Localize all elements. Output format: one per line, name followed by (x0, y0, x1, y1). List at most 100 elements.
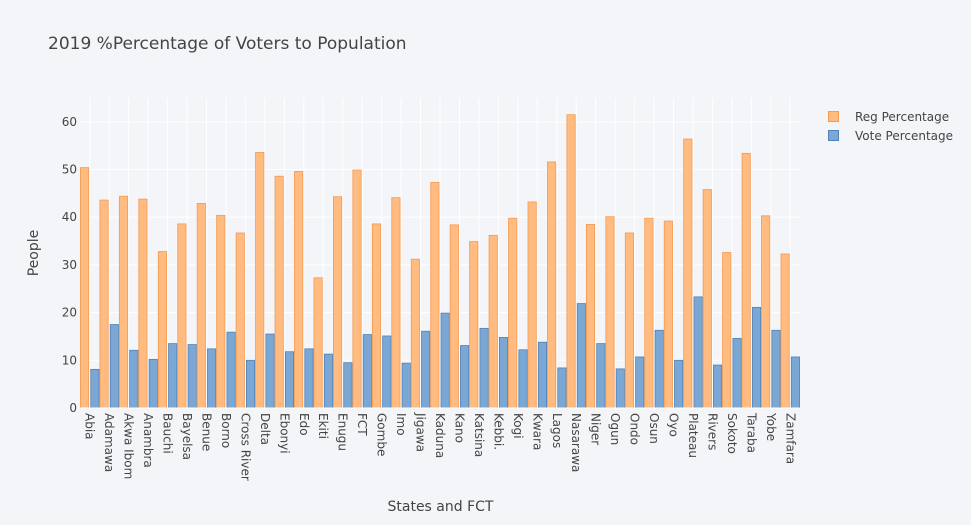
bar-vote-imo[interactable] (401, 362, 411, 409)
legend-item-vote[interactable]: Vote Percentage (828, 126, 953, 145)
bar-vote-nasarawa[interactable] (576, 303, 586, 409)
bar-vote-akwa-ibom[interactable] (129, 349, 139, 409)
bar-vote-anambra[interactable] (148, 358, 158, 409)
bar-reg-bauchi[interactable] (157, 251, 167, 409)
bar-vote-adamawa[interactable] (109, 324, 119, 409)
bar-reg-yobe[interactable] (761, 215, 771, 409)
x-tick-label: Taraba (744, 412, 758, 453)
bar-vote-yobe[interactable] (771, 329, 781, 409)
bar-vote-lagos[interactable] (557, 367, 567, 409)
bar-reg-abia[interactable] (80, 167, 90, 409)
x-tick-label: Ogun (608, 413, 622, 445)
bar-reg-cross-river[interactable] (235, 232, 245, 409)
bar-vote-fct[interactable] (362, 334, 372, 409)
bar-reg-rivers[interactable] (702, 189, 712, 409)
x-tick-label: Rivers (705, 413, 719, 450)
bar-vote-ogun[interactable] (615, 368, 625, 409)
x-tick-label: Yobe (764, 412, 778, 441)
x-tick-label: Enugu (336, 413, 350, 451)
bar-reg-osun[interactable] (644, 217, 654, 409)
bar-reg-imo[interactable] (391, 197, 401, 409)
x-tick-label: Kebbi. (491, 413, 505, 450)
bar-vote-ebonyi[interactable] (284, 351, 295, 409)
legend-item-reg[interactable]: Reg Percentage (828, 107, 953, 126)
x-tick-label: Delta (258, 413, 272, 445)
bar-reg-kwara[interactable] (527, 201, 537, 409)
bar-vote-benue[interactable] (207, 348, 217, 409)
bar-reg-ekiti[interactable] (313, 277, 323, 409)
bar-reg-fct[interactable] (352, 169, 362, 409)
legend-swatch-reg (828, 111, 839, 122)
bar-reg-taraba[interactable] (741, 152, 751, 409)
bar-reg-kano[interactable] (449, 224, 459, 409)
bar-reg-oyo[interactable] (663, 220, 673, 409)
bar-reg-kebbi[interactable] (488, 234, 498, 409)
bar-vote-kaduna[interactable] (440, 312, 450, 409)
bar-reg-adamawa[interactable] (99, 199, 109, 409)
chart-title: 2019 %Percentage of Voters to Population (48, 34, 407, 54)
bar-reg-ebonyi[interactable] (274, 175, 284, 409)
bar-vote-ondo[interactable] (635, 356, 645, 409)
bar-vote-enugu[interactable] (343, 362, 353, 409)
bar-vote-delta[interactable] (265, 333, 275, 409)
bar-reg-katsina[interactable] (469, 241, 479, 409)
bar-vote-bayelsa[interactable] (187, 344, 197, 409)
bar-vote-sokoto[interactable] (732, 337, 742, 409)
bar-reg-nasarawa[interactable] (566, 114, 576, 409)
bar-reg-kogi[interactable] (508, 217, 518, 409)
legend-label-vote: Vote Percentage (855, 128, 954, 143)
bar-reg-kaduna[interactable] (430, 182, 440, 409)
bar-vote-katsina[interactable] (479, 327, 489, 409)
bar-reg-delta[interactable] (255, 151, 265, 409)
x-tick-label: Edo (297, 413, 311, 436)
bar-reg-edo[interactable] (294, 171, 304, 409)
bar-reg-enugu[interactable] (333, 196, 343, 409)
bar-reg-ogun[interactable] (605, 216, 615, 409)
bar-vote-jigawa[interactable] (421, 330, 431, 409)
x-tick-label: Sokoto (725, 413, 739, 454)
bar-vote-abia[interactable] (90, 368, 100, 409)
bar-vote-osun[interactable] (654, 329, 664, 409)
bar-reg-lagos[interactable] (547, 161, 557, 409)
x-tick-label: Ebonyi (277, 413, 291, 454)
x-tick-label: Cross River (238, 413, 252, 481)
bar-vote-borno[interactable] (226, 331, 236, 409)
bar-reg-gombe[interactable] (371, 223, 382, 409)
x-tick-labels: Abia Adamawa Akwa Ibom Anambra Bauchi Bayelsa… (83, 412, 798, 481)
bar-vote-bauchi[interactable] (168, 343, 178, 409)
x-tick-label: Ondo (628, 413, 642, 445)
bar-reg-borno[interactable] (216, 214, 226, 409)
bar-reg-anambra[interactable] (138, 198, 148, 409)
bar-vote-oyo[interactable] (674, 359, 684, 409)
bar-vote-kano[interactable] (460, 345, 470, 409)
bar-vote-rivers[interactable] (713, 364, 723, 409)
bar-reg-ondo[interactable] (624, 232, 634, 409)
x-tick-label: Kano (452, 413, 466, 443)
bar-reg-plateau[interactable] (683, 138, 693, 409)
bar-reg-niger[interactable] (585, 223, 596, 409)
x-tick-label: Jigawa (414, 412, 428, 452)
bar-reg-bayelsa[interactable] (177, 223, 187, 409)
bar-vote-plateau[interactable] (693, 296, 703, 409)
legend: Reg Percentage Vote Percentage (828, 107, 953, 145)
bar-reg-benue[interactable] (196, 202, 206, 409)
x-axis-title: States and FCT (387, 499, 494, 515)
bar-reg-zamfara[interactable] (780, 253, 790, 409)
bar-vote-taraba[interactable] (751, 306, 762, 409)
bar-vote-kebbi[interactable] (498, 337, 509, 409)
bar-reg-akwa-ibom[interactable] (118, 195, 129, 409)
bar-vote-kogi[interactable] (518, 349, 528, 409)
bar-reg-sokoto[interactable] (722, 252, 732, 409)
bars (80, 114, 800, 409)
y-axis-title: People (26, 229, 42, 277)
x-tick-label: FCT (355, 413, 369, 436)
bar-vote-ekiti[interactable] (323, 353, 333, 409)
bar-reg-jigawa[interactable] (410, 258, 420, 409)
bar-vote-zamfara[interactable] (790, 356, 800, 409)
bar-vote-kwara[interactable] (537, 341, 547, 409)
bar-vote-gombe[interactable] (382, 335, 392, 409)
bar-vote-niger[interactable] (596, 343, 606, 409)
bar-vote-edo[interactable] (304, 348, 314, 409)
x-tick-label: Borno (219, 413, 233, 448)
bar-vote-cross-river[interactable] (246, 359, 256, 409)
